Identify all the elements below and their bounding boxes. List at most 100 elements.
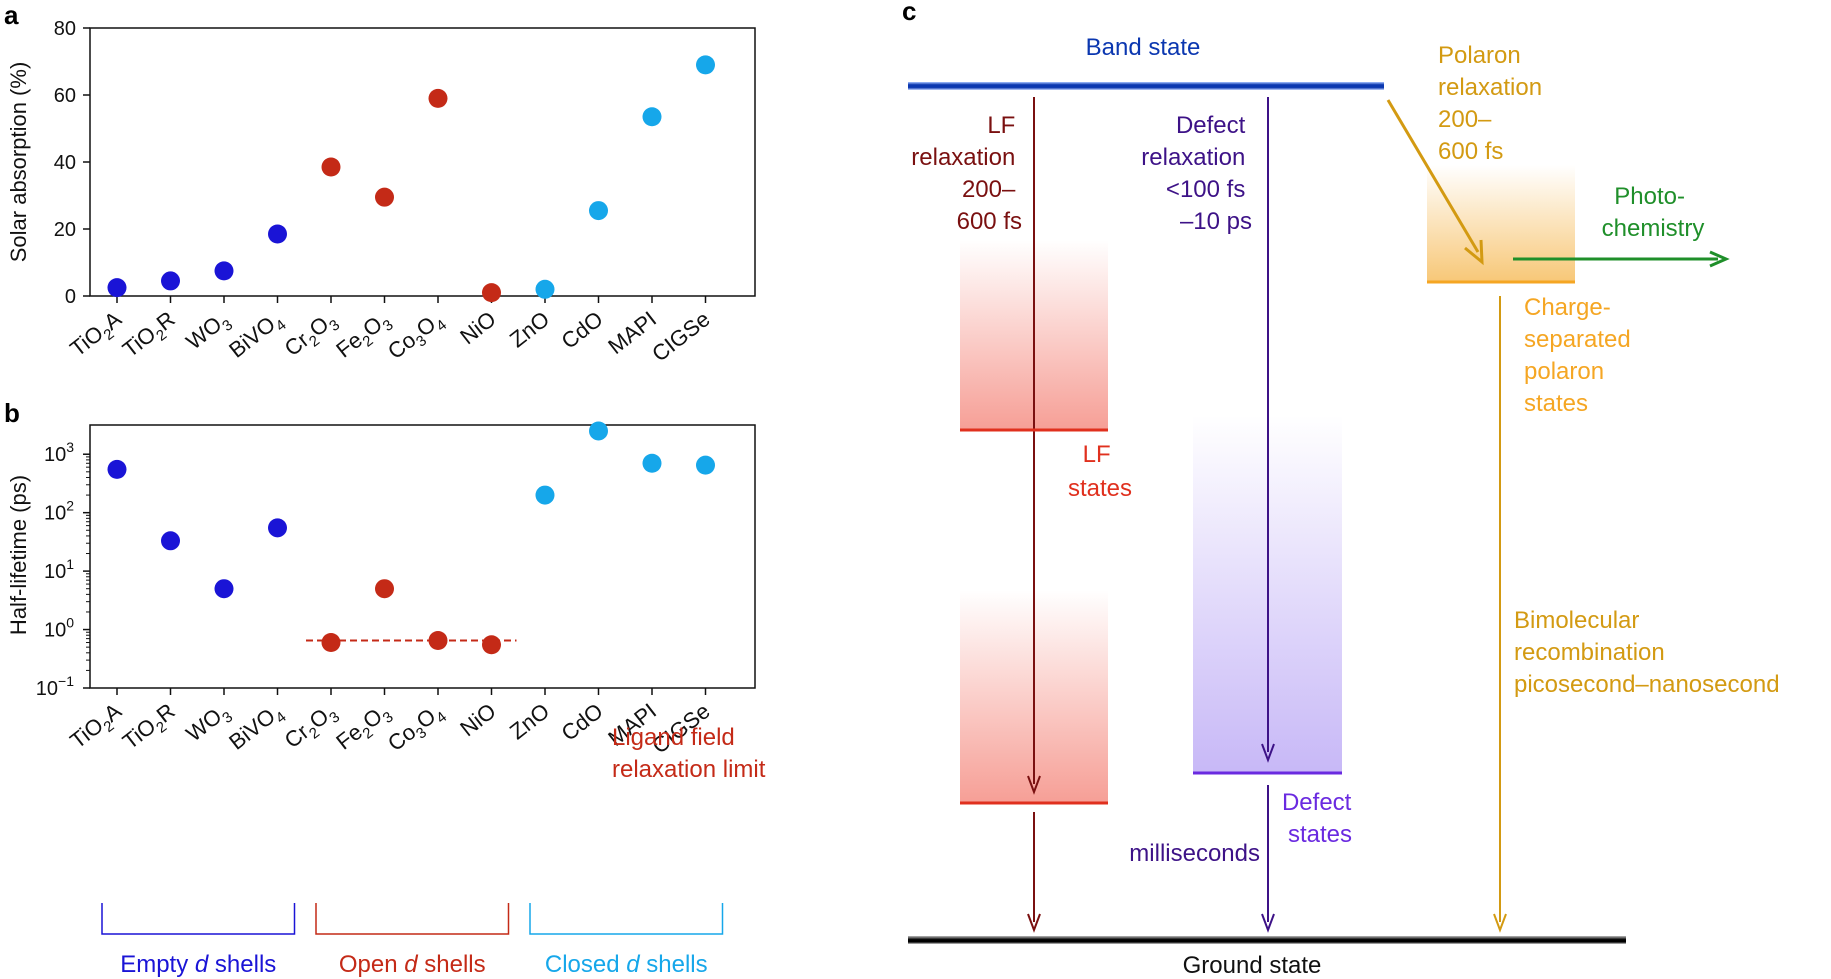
a-point-Cr2O3 xyxy=(321,157,341,177)
a-ytick-label: 0 xyxy=(65,286,76,308)
polaron-relax-line3: 200– xyxy=(1438,106,1492,133)
b-point-Co3O4 xyxy=(428,630,448,650)
defect-states-line2: states xyxy=(1288,821,1352,848)
charge-separated-label: Charge- separated polaron states xyxy=(1524,294,1637,417)
bracket-label-italic: d xyxy=(195,951,209,978)
b-point-WO3 xyxy=(214,579,234,599)
xtick-label-CdO: CdO xyxy=(557,306,608,354)
a-point-Co3O4 xyxy=(428,88,448,108)
a-point-ZnO xyxy=(535,279,555,299)
polaron-relax-arrowhead xyxy=(1464,239,1484,266)
xtick-label-WO3: WO3 xyxy=(181,306,236,358)
xtick-label-BiVO4: BiVO4 xyxy=(224,698,290,758)
b-ytick-base: 10 xyxy=(44,444,66,466)
a-point-MAPI xyxy=(642,107,662,127)
bimolecular-line3: picosecond–nanosecond xyxy=(1514,671,1780,698)
a-point-Fe2O3 xyxy=(375,187,394,207)
b-point-Cr2O3 xyxy=(321,633,341,653)
milliseconds-label: milliseconds xyxy=(1129,840,1260,867)
charge-sep-line3: polaron xyxy=(1524,358,1604,385)
photochem-label: Photo- chemistry xyxy=(1602,183,1705,242)
limit-label-line2: relaxation limit xyxy=(612,756,766,783)
a-point-CIGSe xyxy=(696,55,715,75)
lf-relax-line3: 200– xyxy=(962,176,1016,203)
panel-b-frame xyxy=(89,424,756,689)
xtick-label-part: ZnO xyxy=(505,306,554,352)
b-ytick-base: 10 xyxy=(44,561,66,583)
photochem-line1: Photo- xyxy=(1614,183,1685,210)
xtick-label-Cr2O3: Cr2O3 xyxy=(280,698,343,757)
a-ytick-label: 60 xyxy=(54,85,76,107)
b-ytick-base: 10 xyxy=(44,620,66,642)
band-state-line xyxy=(908,82,1384,90)
b-ytick-label: 101 xyxy=(44,556,74,583)
a-ytick-label: 80 xyxy=(54,18,76,40)
bracket-label-closed: Closed d shells xyxy=(545,951,708,978)
bracket-open xyxy=(315,903,510,935)
xtick-label-part: NiO xyxy=(455,306,500,349)
a-point-WO3 xyxy=(214,261,234,281)
b-ytick-exp: 3 xyxy=(66,439,74,455)
b-ytick-label: 10−1 xyxy=(36,673,74,700)
polaron-gradient xyxy=(1427,165,1575,282)
group-brackets: Empty d shells Open d shells Closed d shel… xyxy=(101,903,724,978)
charge-sep-line2: separated xyxy=(1524,326,1631,353)
xtick-label-part: CIGSe xyxy=(647,306,714,366)
bracket-label-pre: Open xyxy=(339,951,404,978)
ground-state-line xyxy=(908,936,1626,944)
bracket-closed xyxy=(529,903,724,935)
bracket-label-open: Open d shells xyxy=(339,951,486,978)
b-point-BiVO4 xyxy=(268,518,287,538)
b-ytick-exp: 2 xyxy=(66,498,74,514)
b-point-TiO2R xyxy=(161,531,180,551)
defect-states-line1: Defect xyxy=(1282,789,1352,816)
xtick-label-NiO: NiO xyxy=(455,306,500,349)
panel-label-b: b xyxy=(4,398,20,428)
b-ytick-exp: 1 xyxy=(66,556,74,572)
bracket-label-italic: d xyxy=(404,951,418,978)
defect-states-label: Defect states xyxy=(1282,789,1358,848)
band-state-label: Band state xyxy=(1086,34,1201,61)
xtick-label-part: WO xyxy=(181,311,226,354)
a-ytick-label: 20 xyxy=(54,219,76,241)
a-point-TiO2R xyxy=(161,271,180,291)
a-point-TiO2A xyxy=(107,278,127,298)
polaron-relax-line1: Polaron xyxy=(1438,42,1521,69)
lf-states-label: LF states xyxy=(1068,441,1132,502)
lf-states-line1: LF xyxy=(1083,441,1111,468)
defect-relax-label: Defect relaxation <100 fs –10 ps xyxy=(1141,112,1252,235)
xtick-label-NiO: NiO xyxy=(455,698,500,741)
xtick-label-part: CdO xyxy=(557,698,608,746)
xtick-label-part: TiO xyxy=(65,712,108,753)
b-point-TiO2A xyxy=(107,459,127,479)
defect-relax-line4: –10 ps xyxy=(1180,208,1252,235)
xtick-label-Fe2O3: Fe2O3 xyxy=(331,306,396,366)
bimolecular-line1: Bimolecular xyxy=(1514,607,1639,634)
xtick-label-ZnO: ZnO xyxy=(505,306,554,352)
lf-decay-arrowhead xyxy=(1027,913,1041,933)
b-point-NiO xyxy=(482,635,501,655)
b-point-Fe2O3 xyxy=(375,579,394,599)
bracket-label-empty: Empty d shells xyxy=(120,951,276,978)
bracket-label-italic: d xyxy=(626,951,640,978)
a-point-BiVO4 xyxy=(268,224,287,244)
lf-relax-line1: LF xyxy=(987,112,1015,139)
b-point-CdO xyxy=(589,421,608,441)
bracket-label-post: shells xyxy=(418,951,486,978)
b-point-ZnO xyxy=(535,485,555,505)
defect-relax-arrowhead xyxy=(1261,743,1275,763)
lf-relax-label: LF relaxation 200– 600 fs xyxy=(911,112,1022,235)
defect-relax-line3: <100 fs xyxy=(1166,176,1245,203)
xtick-label-Fe2O3: Fe2O3 xyxy=(331,698,396,758)
xtick-label-part: TiO xyxy=(65,320,108,361)
a-ytick-label: 40 xyxy=(54,152,76,174)
xtick-label-Cr2O3: Cr2O3 xyxy=(280,306,343,365)
b-ytick-label: 100 xyxy=(44,615,74,642)
panel-a-frame xyxy=(89,27,756,297)
lf-relax-arrowhead xyxy=(1027,775,1041,795)
bracket-empty xyxy=(101,903,296,935)
defect-decay-arrowhead xyxy=(1261,913,1275,933)
charge-sep-line4: states xyxy=(1524,390,1588,417)
b-point-MAPI xyxy=(642,453,662,473)
